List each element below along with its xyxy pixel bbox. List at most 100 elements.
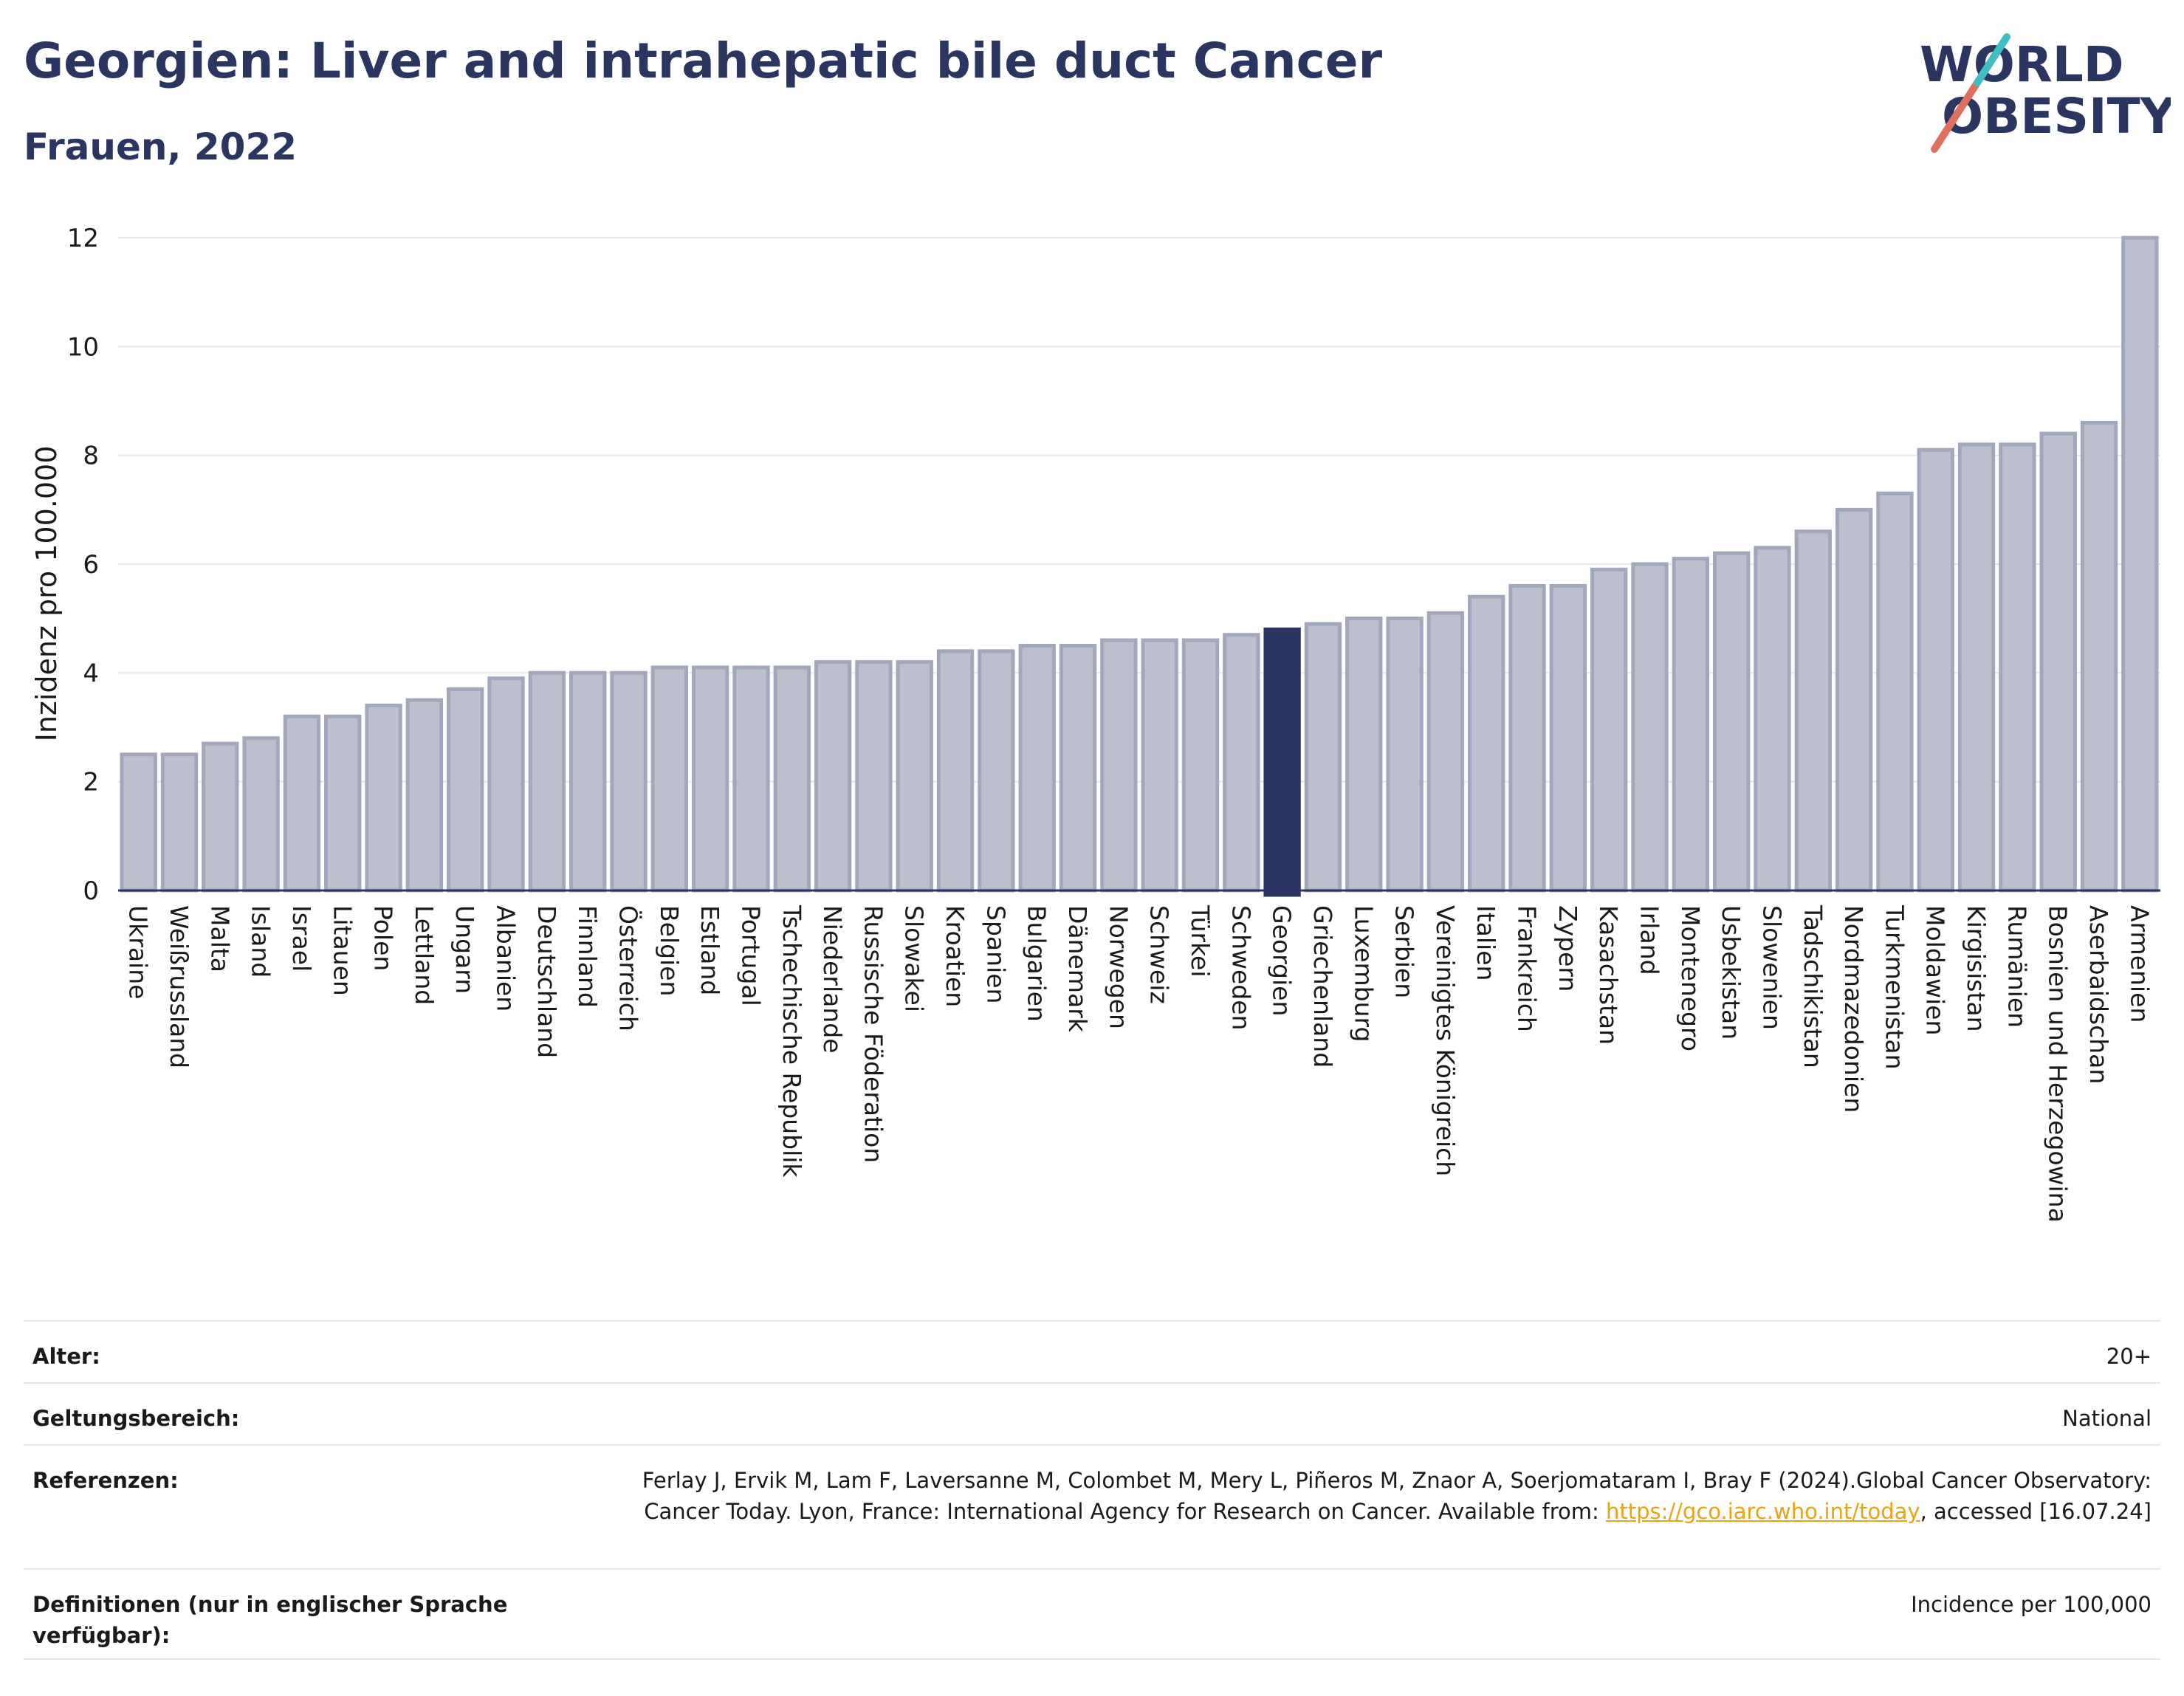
info-key-references: Referenzen: (32, 1468, 179, 1493)
bar-island[interactable] (242, 736, 280, 893)
bar-usbekistan[interactable] (1712, 551, 1751, 893)
axes: 0 2 4 6 8 10 12 (67, 224, 2160, 906)
logo-word-2: OBESITY (1942, 88, 2171, 145)
logo-slash-red (1931, 79, 1981, 153)
bar-rumänien[interactable] (1999, 442, 2036, 893)
x-tick-label: Kasachstan (1594, 905, 1623, 1045)
bar-ukraine[interactable] (120, 752, 157, 893)
bar-portugal[interactable] (732, 665, 770, 893)
bar-frankreich[interactable] (1508, 583, 1546, 893)
bar-vereinigtes-königreich[interactable] (1426, 611, 1465, 893)
y-axis-label: Inzidenz pro 100.000 (30, 446, 63, 742)
x-tick-label: Kroatien (941, 905, 969, 1007)
bar-moldawien[interactable] (1917, 447, 1954, 893)
bar-zypern[interactable] (1549, 583, 1587, 893)
x-tick-label: Tschechische Republik (777, 904, 806, 1178)
bar-türkei[interactable] (1181, 638, 1220, 893)
x-tick-label: Nordmazedonien (1839, 905, 1868, 1113)
bar-serbien[interactable] (1386, 617, 1424, 893)
bar-montenegro[interactable] (1672, 557, 1710, 893)
bar-slowenien[interactable] (1754, 546, 1791, 893)
info-value-references: Ferlay J, Ervik M, Lam F, Laversanne M, … (564, 1465, 2152, 1568)
x-tick-label: Aserbaidschan (2084, 905, 2113, 1084)
bar-niederlande[interactable] (814, 660, 852, 893)
y-tick-label: 8 (83, 442, 99, 471)
chart-title: Georgien: Liver and intrahepatic bile du… (24, 32, 1383, 89)
x-tick-label: Georgien (1268, 905, 1297, 1016)
bar-irland[interactable] (1631, 562, 1669, 893)
bar-finnland[interactable] (569, 670, 607, 893)
bar-tschechische-republik[interactable] (773, 665, 811, 893)
bar-nordmazedonien[interactable] (1835, 507, 1873, 893)
x-tick-label: Ukraine (124, 905, 153, 999)
bar-aserbaidschan[interactable] (2080, 420, 2118, 893)
info-value-definitions: Incidence per 100,000 (1911, 1592, 2152, 1617)
x-tick-label: Island (247, 905, 275, 978)
bar-lettland[interactable] (405, 698, 444, 893)
bar-georgien[interactable] (1263, 627, 1301, 897)
bar-israel[interactable] (283, 714, 321, 893)
y-tick-label: 0 (83, 876, 99, 906)
x-tick-label: Serbien (1390, 905, 1419, 998)
world-obesity-logo: WORLD OBESITY (1920, 22, 2177, 162)
x-tick-label: Albanien (492, 905, 521, 1012)
bar-weißrussland[interactable] (160, 752, 199, 893)
info-key-age: Alter: (32, 1344, 100, 1369)
y-tick-label: 6 (83, 550, 99, 580)
x-tick-label: Lettland (410, 905, 439, 1005)
bar-schweden[interactable] (1223, 633, 1260, 893)
bars (120, 236, 2159, 897)
reference-link[interactable]: https://gco.iarc.who.int/today (1605, 1499, 1920, 1524)
x-tick-label: Dänemark (1063, 905, 1092, 1033)
x-tick-label: Türkei (1186, 904, 1215, 978)
x-tick-label: Luxemburg (1349, 905, 1378, 1042)
bar-bosnien-und-herzegowina[interactable] (2039, 431, 2077, 893)
bar-ungarn[interactable] (447, 687, 484, 893)
bar-russische-föderation[interactable] (855, 660, 893, 893)
y-tick-label: 10 (67, 332, 99, 362)
bar-kasachstan[interactable] (1590, 567, 1628, 893)
x-tick-label: Slowenien (1757, 905, 1786, 1030)
category-labels: Ukraine Weißrussland Malta Island Israel Lita… (124, 904, 2154, 1223)
x-tick-label: Deutschland (532, 905, 561, 1058)
bar-griechenland[interactable] (1304, 622, 1342, 893)
info-key-scope: Geltungsbereich: (32, 1406, 240, 1431)
bar-estland[interactable] (691, 665, 729, 893)
bar-österreich[interactable] (610, 670, 648, 893)
bar-malta[interactable] (202, 741, 239, 893)
info-value-scope: National (2062, 1406, 2152, 1431)
bar-norwegen[interactable] (1100, 638, 1138, 893)
info-row-scope: Geltungsbereich: National (24, 1382, 2160, 1444)
bar-dänemark[interactable] (1059, 644, 1097, 893)
bar-schweiz[interactable] (1141, 638, 1178, 893)
bar-litauen[interactable] (324, 714, 362, 893)
x-tick-label: Zypern (1553, 905, 1582, 992)
bar-deutschland[interactable] (528, 670, 566, 893)
bar-belgien[interactable] (650, 665, 689, 893)
x-tick-label: Irland (1635, 905, 1664, 975)
bar-armenien[interactable] (2121, 236, 2159, 893)
bar-albanien[interactable] (487, 676, 525, 893)
x-tick-label: Estland (696, 905, 724, 995)
x-tick-label: Frankreich (1513, 905, 1542, 1032)
bar-spanien[interactable] (978, 649, 1015, 893)
reference-text: Ferlay J, Ervik M, Lam F, Laversanne M, … (642, 1468, 2152, 1524)
info-row-definitions: Definitionen (nur in englischer Sprache … (24, 1568, 2160, 1660)
x-tick-label: Armenien (2125, 905, 2154, 1023)
bar-slowakei[interactable] (896, 660, 933, 893)
x-tick-label: Slowakei (900, 905, 929, 1012)
bar-kroatien[interactable] (936, 649, 975, 893)
bar-polen[interactable] (365, 704, 402, 893)
x-tick-label: Vereinigtes Königreich (1431, 905, 1460, 1176)
bar-bulgarien[interactable] (1018, 644, 1056, 893)
bar-tadschikistan[interactable] (1794, 529, 1832, 893)
x-tick-label: Russische Föderation (859, 905, 887, 1163)
x-tick-label: Italien (1472, 905, 1500, 981)
x-tick-label: Litauen (328, 905, 357, 996)
bar-luxemburg[interactable] (1345, 617, 1383, 893)
bar-kirgisistan[interactable] (1957, 442, 1996, 893)
x-tick-label: Rumänien (2002, 905, 2031, 1028)
bar-turkmenistan[interactable] (1876, 491, 1914, 893)
bar-italien[interactable] (1468, 594, 1505, 893)
y-tick-label: 12 (67, 224, 99, 253)
